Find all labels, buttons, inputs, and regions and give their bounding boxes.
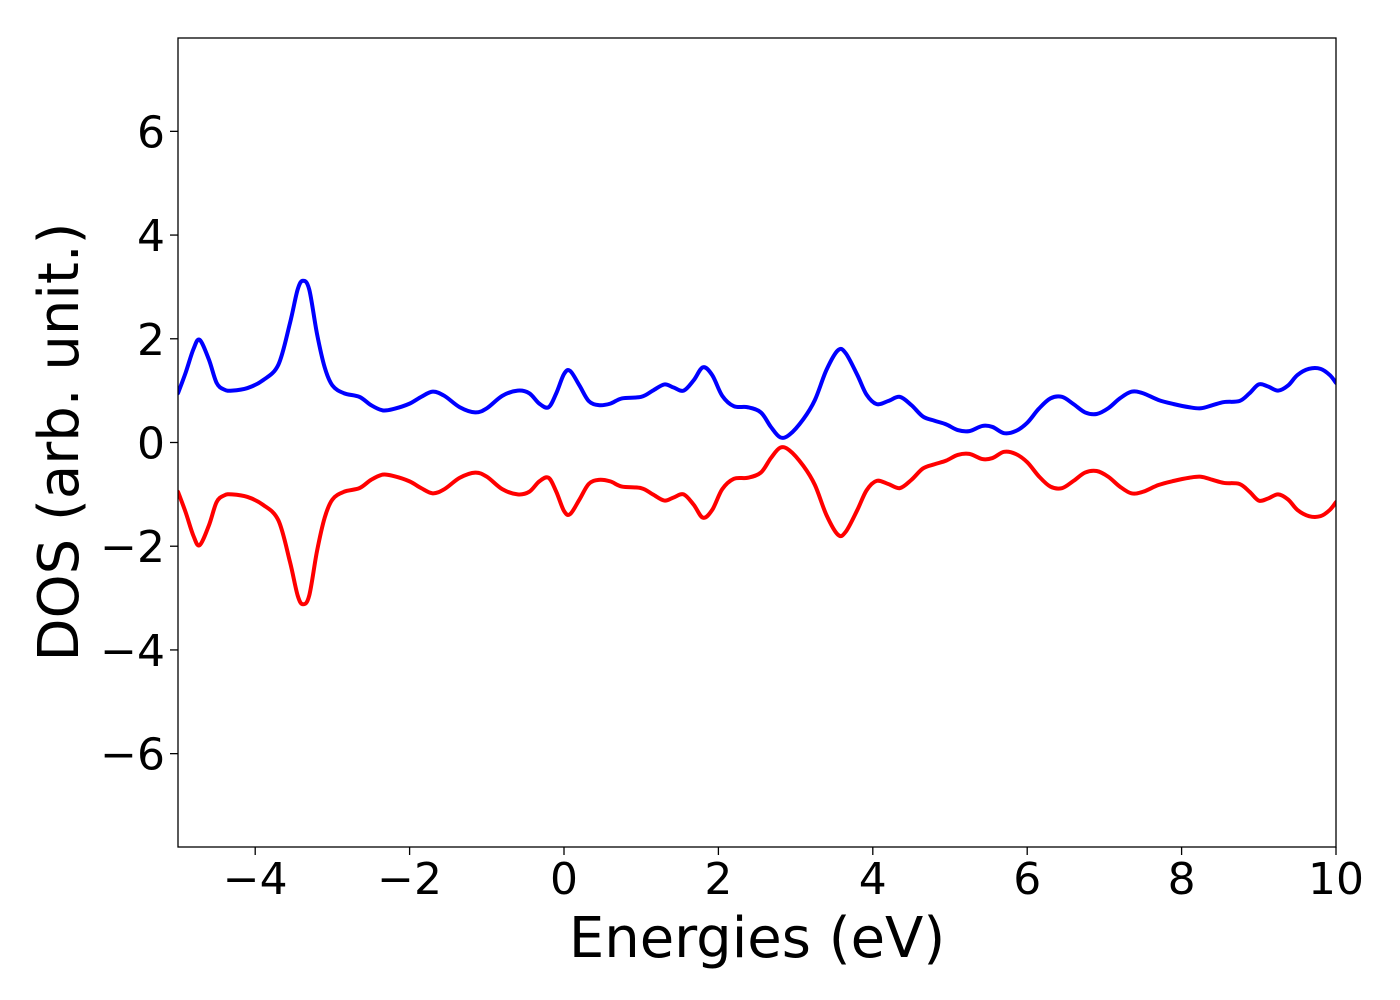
series-line-1 [178, 278, 1336, 440]
series-layer [178, 278, 1336, 607]
x-axis-title: Energies (eV) [569, 906, 945, 971]
x-tick-label: 8 [1168, 854, 1196, 905]
x-tick-label: 4 [859, 854, 887, 905]
series-line-2 [178, 445, 1336, 607]
x-tick-label: 2 [704, 854, 732, 905]
x-tick-label: −4 [223, 854, 288, 905]
x-tick-label: 6 [1013, 854, 1041, 905]
y-tick-label: 4 [137, 211, 165, 262]
y-tick-label: −4 [100, 626, 165, 677]
x-tick-label: −2 [377, 854, 442, 905]
y-tick-label: 2 [137, 315, 165, 366]
x-axis-ticks: −4 −2 0 2 4 6 8 10 [223, 847, 1364, 905]
y-tick-label: 0 [137, 419, 165, 470]
y-tick-label: −6 [100, 730, 165, 781]
y-axis-ticks: −6 −4 −2 0 2 4 6 [100, 107, 178, 781]
x-tick-label: 10 [1308, 854, 1364, 905]
y-tick-label: −2 [100, 522, 165, 573]
y-tick-label: 6 [137, 107, 165, 158]
y-axis-title: DOS (arb. unit.) [27, 222, 92, 661]
plot-frame [177, 37, 1337, 848]
x-tick-label: 0 [550, 854, 578, 905]
